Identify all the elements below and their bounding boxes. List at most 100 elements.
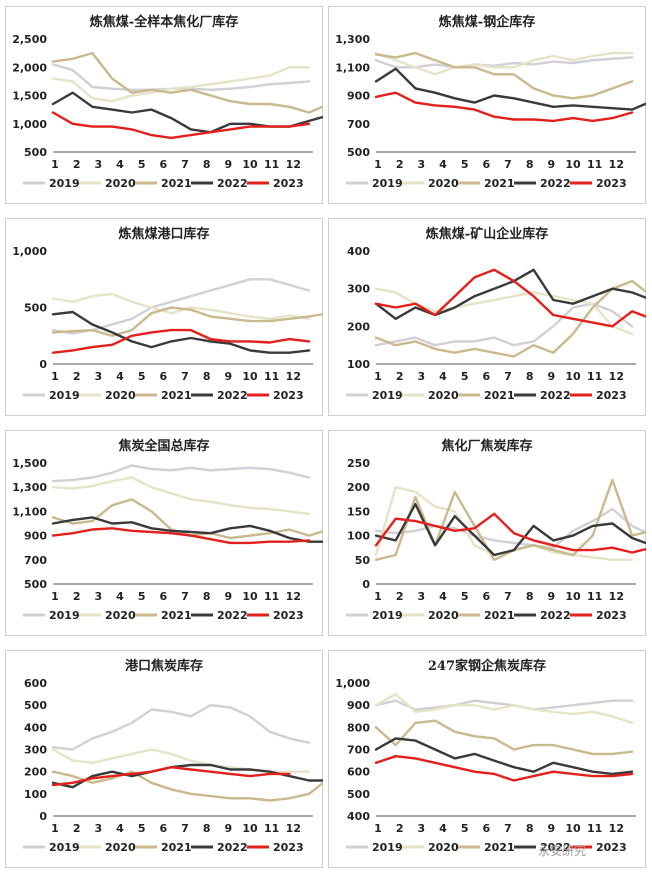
y-tick-label: 1,300 bbox=[12, 481, 47, 494]
x-tick-label: 10 bbox=[565, 370, 581, 383]
legend-label-2019: 2019 bbox=[372, 177, 403, 190]
series-line-2021 bbox=[374, 51, 634, 100]
y-tick-label: 400 bbox=[24, 721, 47, 734]
y-tick-label: 0 bbox=[39, 810, 47, 823]
chart-title: 港口焦炭库存 bbox=[125, 658, 203, 674]
series-line-2020 bbox=[374, 51, 634, 76]
x-tick-label: 6 bbox=[483, 370, 491, 383]
y-tick-label: 400 bbox=[347, 245, 370, 258]
y-tick-label: 900 bbox=[347, 699, 370, 712]
y-tick-label: 400 bbox=[347, 810, 370, 823]
x-tick-label: 1 bbox=[51, 590, 59, 603]
legend-label-2019: 2019 bbox=[49, 841, 80, 854]
legend-label-2021: 2021 bbox=[484, 841, 515, 854]
legend-label-2020: 2020 bbox=[105, 177, 136, 190]
y-tick-label: 100 bbox=[347, 358, 370, 371]
chart-title: 247家钢企焦炭库存 bbox=[428, 658, 546, 674]
series-line-2023 bbox=[51, 765, 291, 787]
panel-coking-coal-port: 炼焦煤港口库存 1,000 500 0 1 2 3 4 5 6 7 8 9 10 11 12 2019 2020 2… bbox=[5, 218, 323, 416]
x-tick-label: 2 bbox=[396, 158, 404, 171]
x-tick-label: 5 bbox=[461, 370, 469, 383]
x-tick-label: 10 bbox=[242, 590, 258, 603]
x-tick-label: 3 bbox=[95, 822, 103, 835]
chart-title: 炼焦煤-钢企库存 bbox=[439, 14, 535, 30]
series-line-2023 bbox=[374, 754, 634, 782]
legend-label-2020: 2020 bbox=[428, 841, 459, 854]
panel-frame bbox=[328, 218, 646, 416]
x-tick-label: 8 bbox=[526, 158, 534, 171]
x-tick-label: 4 bbox=[116, 822, 124, 835]
y-tick-label: 700 bbox=[347, 744, 370, 757]
y-tick-label: 1,100 bbox=[335, 61, 370, 74]
y-tick-label: 1,500 bbox=[12, 90, 47, 103]
legend-label-2023: 2023 bbox=[596, 389, 627, 402]
y-tick-label: 1,000 bbox=[335, 677, 370, 690]
legend-label-2022: 2022 bbox=[540, 609, 571, 622]
y-tick-label: 200 bbox=[24, 766, 47, 779]
x-tick-label: 2 bbox=[73, 158, 81, 171]
x-tick-label: 3 bbox=[418, 590, 426, 603]
x-tick-label: 6 bbox=[160, 822, 168, 835]
x-tick-label: 7 bbox=[504, 158, 512, 171]
x-tick-label: 3 bbox=[418, 158, 426, 171]
chart-title: 炼焦煤-矿山企业库存 bbox=[426, 226, 548, 242]
series-line-2019 bbox=[374, 302, 634, 347]
x-tick-label: 5 bbox=[138, 158, 146, 171]
series-line-2021 bbox=[51, 51, 323, 114]
x-tick-label: 11 bbox=[264, 590, 279, 603]
x-tick-label: 8 bbox=[526, 370, 534, 383]
legend-label-2023: 2023 bbox=[273, 177, 304, 190]
series-line-2019 bbox=[374, 56, 634, 69]
series-line-2019 bbox=[51, 63, 311, 92]
series-line-2019 bbox=[374, 699, 634, 711]
legend-label-2023: 2023 bbox=[273, 841, 304, 854]
chart-title: 焦炭全国总库存 bbox=[117, 438, 209, 454]
series-line-2019 bbox=[51, 278, 311, 335]
x-tick-label: 1 bbox=[374, 822, 382, 835]
series-line-2022 bbox=[374, 67, 646, 111]
legend-label-2023: 2023 bbox=[273, 609, 304, 622]
x-tick-label: 5 bbox=[138, 822, 146, 835]
y-tick-label: 800 bbox=[347, 721, 370, 734]
x-tick-label: 9 bbox=[548, 590, 556, 603]
x-tick-label: 10 bbox=[242, 158, 258, 171]
legend-label-2021: 2021 bbox=[161, 389, 192, 402]
x-tick-label: 9 bbox=[548, 822, 556, 835]
x-tick-label: 8 bbox=[526, 822, 534, 835]
y-tick-label: 700 bbox=[347, 118, 370, 131]
legend-label-2020: 2020 bbox=[428, 609, 459, 622]
x-tick-label: 4 bbox=[116, 590, 124, 603]
x-tick-label: 9 bbox=[225, 370, 233, 383]
x-tick-label: 3 bbox=[95, 590, 103, 603]
x-tick-label: 1 bbox=[51, 158, 59, 171]
legend-label-2019: 2019 bbox=[372, 389, 403, 402]
x-tick-label: 10 bbox=[565, 822, 581, 835]
x-tick-label: 9 bbox=[548, 158, 556, 171]
legend-label-2023: 2023 bbox=[596, 841, 627, 854]
x-tick-label: 7 bbox=[181, 822, 189, 835]
y-tick-label: 2,500 bbox=[12, 33, 47, 46]
x-tick-label: 11 bbox=[587, 822, 602, 835]
series-line-2023 bbox=[51, 111, 311, 140]
x-tick-label: 12 bbox=[609, 590, 624, 603]
y-tick-label: 0 bbox=[362, 578, 370, 591]
x-tick-label: 11 bbox=[587, 158, 602, 171]
panel-coking-coal-coking-plant: 炼焦煤-全样本焦化厂库存 2,500 2,000 1,500 1,000 500 1 2 3 4 5… bbox=[5, 6, 323, 204]
y-tick-label: 200 bbox=[347, 320, 370, 333]
panel-coke-total: 焦炭全国总库存 1,500 1,300 1,100 900 700 500 1 2 3 4 5 6 7 8 9… bbox=[5, 430, 323, 636]
series-line-2020 bbox=[51, 66, 311, 103]
y-tick-label: 1,500 bbox=[12, 457, 47, 470]
x-tick-label: 12 bbox=[286, 822, 301, 835]
x-tick-label: 12 bbox=[286, 158, 301, 171]
y-tick-label: 100 bbox=[347, 530, 370, 543]
x-tick-label: 3 bbox=[95, 370, 103, 383]
legend-label-2021: 2021 bbox=[484, 177, 515, 190]
legend-label-2021: 2021 bbox=[484, 609, 515, 622]
x-tick-label: 8 bbox=[203, 822, 211, 835]
x-tick-label: 8 bbox=[203, 590, 211, 603]
x-tick-label: 12 bbox=[609, 370, 624, 383]
